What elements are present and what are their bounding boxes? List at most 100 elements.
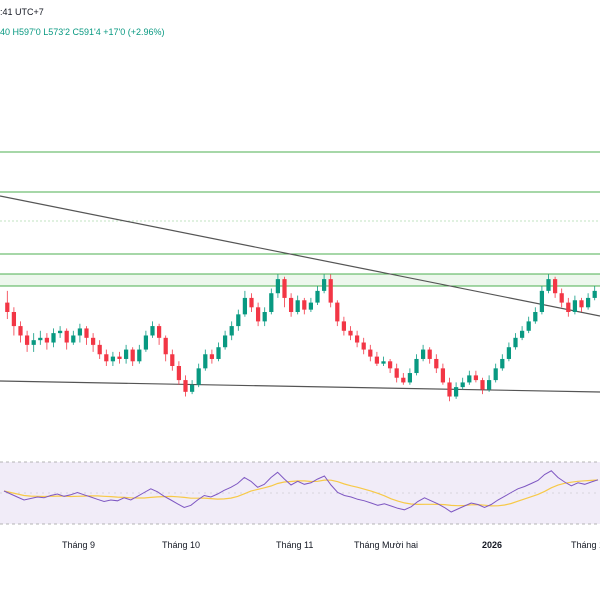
candle-up[interactable] <box>236 314 241 327</box>
candle-up[interactable] <box>506 347 512 359</box>
candle-up[interactable] <box>308 302 314 310</box>
candle-down[interactable] <box>374 356 380 364</box>
candle-up[interactable] <box>269 293 274 312</box>
candle-down[interactable] <box>559 293 564 303</box>
candle-up[interactable] <box>533 312 538 322</box>
candle-down[interactable] <box>64 330 69 343</box>
candle-down[interactable] <box>90 337 96 345</box>
lower-trendline[interactable] <box>0 380 600 393</box>
candle-down[interactable] <box>552 279 558 294</box>
candle-up[interactable] <box>500 358 505 369</box>
x-label-nov: Tháng 11 <box>276 540 313 550</box>
candle-up[interactable] <box>123 349 129 359</box>
candle-down[interactable] <box>335 302 340 322</box>
candle-up[interactable] <box>143 335 149 350</box>
x-label-dec: Tháng Mười hai <box>354 540 418 550</box>
candle-up[interactable] <box>453 387 459 397</box>
candle-down[interactable] <box>5 302 10 312</box>
candle-up[interactable] <box>203 354 208 369</box>
candle-up[interactable] <box>137 349 142 362</box>
candle-up[interactable] <box>486 380 492 390</box>
candle-down[interactable] <box>328 279 333 303</box>
candle-down[interactable] <box>44 337 50 343</box>
candle-down[interactable] <box>387 361 393 369</box>
candle-down[interactable] <box>249 297 254 308</box>
candle-up[interactable] <box>77 328 83 336</box>
candle-up[interactable] <box>519 330 525 338</box>
candle-down[interactable] <box>566 302 571 312</box>
candle-down[interactable] <box>183 380 188 392</box>
candle-down[interactable] <box>255 307 261 322</box>
candle-down[interactable] <box>447 382 452 397</box>
candles-group <box>5 274 597 402</box>
candle-up[interactable] <box>189 384 195 392</box>
candle-up[interactable] <box>414 358 419 374</box>
candle-down[interactable] <box>302 300 307 310</box>
candle-up[interactable] <box>585 297 591 308</box>
candle-up[interactable] <box>546 279 551 291</box>
rsi-line <box>3 470 599 513</box>
candle-down[interactable] <box>176 366 182 381</box>
candle-down[interactable] <box>209 354 215 359</box>
candle-up[interactable] <box>38 337 43 341</box>
candle-down[interactable] <box>401 377 406 383</box>
candle-down[interactable] <box>440 368 446 383</box>
candle-up[interactable] <box>321 279 327 291</box>
candle-up[interactable] <box>31 340 36 345</box>
candle-up[interactable] <box>216 347 221 359</box>
candle-down[interactable] <box>480 380 485 390</box>
candle-up[interactable] <box>420 349 426 359</box>
candle-up[interactable] <box>460 382 465 388</box>
candle-up[interactable] <box>592 290 597 298</box>
candle-down[interactable] <box>354 335 360 343</box>
horizontal-levels <box>0 151 600 287</box>
candle-up[interactable] <box>572 300 578 312</box>
candle-down[interactable] <box>434 358 439 369</box>
candle-up[interactable] <box>295 300 300 312</box>
candle-down[interactable] <box>288 297 294 312</box>
candle-down[interactable] <box>117 356 122 359</box>
upper-trendline[interactable] <box>0 195 600 317</box>
candle-up[interactable] <box>110 356 116 362</box>
candle-up[interactable] <box>222 335 228 348</box>
candle-down[interactable] <box>163 337 168 355</box>
candle-down[interactable] <box>361 342 366 350</box>
candle-up[interactable] <box>381 361 386 364</box>
candle-up[interactable] <box>493 368 498 381</box>
candle-up[interactable] <box>275 279 281 294</box>
candle-down[interactable] <box>104 354 109 362</box>
candle-down[interactable] <box>282 279 287 298</box>
candle-down[interactable] <box>84 328 89 338</box>
candle-up[interactable] <box>262 312 267 322</box>
candle-down[interactable] <box>394 368 399 378</box>
candle-down[interactable] <box>427 349 432 359</box>
candle-down[interactable] <box>341 321 347 331</box>
candle-down[interactable] <box>348 330 353 336</box>
candle-down[interactable] <box>170 354 175 366</box>
candle-up[interactable] <box>51 333 56 343</box>
candle-up[interactable] <box>229 326 234 336</box>
candle-down[interactable] <box>24 335 30 345</box>
candle-down[interactable] <box>97 344 102 355</box>
candle-down[interactable] <box>368 349 373 357</box>
candle-down[interactable] <box>473 375 479 381</box>
x-axis: Tháng 9 Tháng 10 Tháng 11 Tháng Mười hai… <box>62 540 600 550</box>
candle-up[interactable] <box>407 373 413 383</box>
candle-up[interactable] <box>467 375 472 383</box>
candle-down[interactable] <box>579 300 584 308</box>
candle-up[interactable] <box>539 290 545 312</box>
candle-up[interactable] <box>513 337 518 348</box>
candle-down[interactable] <box>130 349 135 362</box>
candle-up[interactable] <box>71 335 76 343</box>
candle-up[interactable] <box>196 368 201 385</box>
candle-up[interactable] <box>150 326 155 336</box>
candle-up[interactable] <box>242 297 248 315</box>
candle-up[interactable] <box>57 330 63 334</box>
candle-down[interactable] <box>18 326 23 336</box>
candle-up[interactable] <box>315 290 320 303</box>
candle-up[interactable] <box>526 321 531 331</box>
candle-down[interactable] <box>11 312 17 327</box>
candle-down[interactable] <box>156 326 162 338</box>
